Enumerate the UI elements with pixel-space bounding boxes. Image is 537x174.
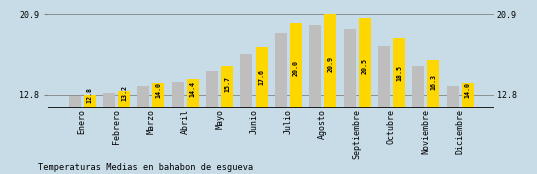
Text: 15.7: 15.7 <box>224 76 230 92</box>
Text: 14.4: 14.4 <box>190 81 196 97</box>
Text: 20.0: 20.0 <box>293 60 299 76</box>
Text: 17.6: 17.6 <box>258 69 265 85</box>
Text: 16.3: 16.3 <box>430 74 437 90</box>
Bar <box>462 83 474 108</box>
Bar <box>241 54 252 108</box>
Bar <box>290 23 302 108</box>
Bar <box>344 29 355 108</box>
Bar <box>324 14 336 108</box>
Text: 12.8: 12.8 <box>86 87 93 103</box>
Text: 20.9: 20.9 <box>327 56 333 72</box>
Bar <box>137 86 149 108</box>
Bar <box>84 95 96 108</box>
Text: 20.5: 20.5 <box>361 58 368 74</box>
Bar <box>447 86 459 108</box>
Bar <box>378 46 390 108</box>
Bar <box>187 79 199 108</box>
Bar <box>412 66 424 108</box>
Bar <box>275 33 287 108</box>
Bar <box>427 60 439 108</box>
Bar <box>118 91 130 108</box>
Text: 14.0: 14.0 <box>465 82 471 98</box>
Bar <box>172 82 184 108</box>
Bar <box>309 25 321 108</box>
Bar <box>153 83 164 108</box>
Text: 14.0: 14.0 <box>155 82 162 98</box>
Text: 18.5: 18.5 <box>396 65 402 81</box>
Text: Temperaturas Medias en bahabon de esgueva: Temperaturas Medias en bahabon de esguev… <box>38 163 253 172</box>
Bar <box>69 96 81 108</box>
Bar <box>393 38 405 108</box>
Bar <box>221 66 233 108</box>
Bar <box>206 71 218 108</box>
Bar <box>359 18 371 108</box>
Bar <box>103 93 115 108</box>
Text: 13.2: 13.2 <box>121 85 127 101</box>
Bar <box>256 47 267 108</box>
